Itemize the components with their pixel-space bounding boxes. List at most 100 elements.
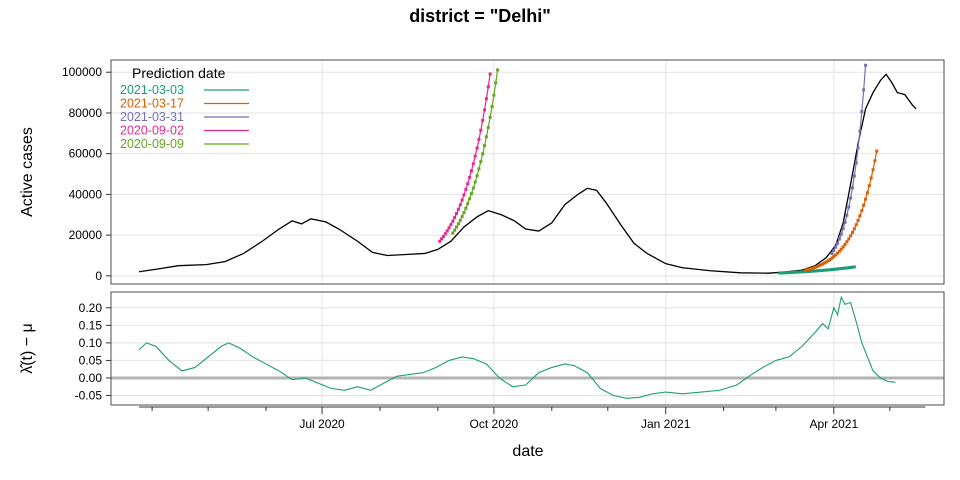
prediction-point <box>486 125 490 129</box>
prediction-point <box>494 81 498 85</box>
prediction-2021-03-03 <box>778 265 856 275</box>
prediction-point <box>819 263 823 267</box>
prediction-point <box>456 222 460 226</box>
legend-title: Prediction date <box>132 65 226 81</box>
prediction-point <box>490 105 494 109</box>
prediction-2021-03-31 <box>830 63 868 255</box>
prediction-point <box>443 232 447 236</box>
prediction-point <box>441 234 445 238</box>
prediction-point <box>800 270 804 274</box>
prediction-point <box>785 271 789 275</box>
prediction-point <box>813 269 817 273</box>
prediction-point <box>832 267 836 271</box>
prediction-point <box>791 270 795 274</box>
bottom-panel-frame <box>110 291 945 406</box>
x-tick-label: Jul 2020 <box>299 417 345 431</box>
prediction-point <box>865 191 869 195</box>
prediction-point <box>453 228 457 232</box>
y-axis-label-lambda: λ̂(t) − μ <box>19 323 36 374</box>
prediction-point <box>798 270 802 274</box>
prediction-point <box>458 218 462 222</box>
prediction-point <box>821 262 825 266</box>
prediction-point <box>462 193 466 197</box>
prediction-point <box>438 239 442 243</box>
bottom-series-group <box>111 295 944 399</box>
bot-ytick-label: 0.10 <box>79 336 103 350</box>
top-ytick-label: 0 <box>95 269 102 283</box>
top-ytick-label: 60000 <box>69 147 103 161</box>
prediction-point <box>824 260 828 264</box>
prediction-point <box>822 268 826 272</box>
prediction-point <box>787 271 791 275</box>
prediction-point <box>453 215 457 219</box>
prediction-point <box>445 229 449 233</box>
prediction-point <box>449 223 453 227</box>
prediction-point <box>466 182 470 186</box>
prediction-point <box>475 146 479 150</box>
prediction-line <box>831 65 867 254</box>
prediction-point <box>843 266 847 270</box>
legend: Prediction date 2021-03-032021-03-172021… <box>120 65 249 151</box>
top-gridlines <box>111 60 944 284</box>
legend-entry-label: 2020-09-02 <box>120 124 184 138</box>
prediction-point <box>793 270 797 274</box>
prediction-point <box>468 175 472 179</box>
panel-lambda: -0.05 0.00 0.05 0.10 0.15 0.20 λ̂(t) − μ <box>19 291 945 406</box>
prediction-point <box>839 247 843 251</box>
bottom-gridlines <box>111 292 944 405</box>
prediction-point <box>862 88 866 92</box>
prediction-point <box>455 225 459 229</box>
prediction-point <box>847 266 851 270</box>
prediction-point <box>471 162 475 166</box>
prediction-point <box>460 198 464 202</box>
panel-active-cases: 0 20000 40000 60000 80000 100000 Active cases… <box>19 59 945 285</box>
prediction-point <box>864 63 868 67</box>
prediction-point <box>479 160 483 164</box>
x-tick-label: Oct 2020 <box>470 417 519 431</box>
y-axis-label-active-cases: Active cases <box>19 127 36 217</box>
prediction-point <box>864 197 868 201</box>
prediction-point <box>867 184 871 188</box>
prediction-point <box>836 251 840 255</box>
legend-entry-label: 2021-03-17 <box>120 97 184 111</box>
prediction-point <box>447 226 451 230</box>
prediction-point <box>856 146 860 150</box>
prediction-point <box>483 144 487 148</box>
prediction-point <box>778 271 782 275</box>
prediction-point <box>808 269 812 273</box>
legend-entries: 2021-03-032021-03-172021-03-312020-09-02… <box>120 83 249 151</box>
prediction-point <box>806 269 810 273</box>
top-panel-frame <box>110 59 945 285</box>
prediction-point <box>469 192 473 196</box>
prediction-point <box>789 270 793 274</box>
prediction-point <box>473 180 477 184</box>
prediction-point <box>841 266 845 270</box>
prediction-2020-09-09 <box>451 68 500 235</box>
bot-ytick-label: -0.05 <box>75 389 103 403</box>
prediction-point <box>871 168 875 172</box>
prediction-point <box>837 237 841 241</box>
top-ytick-label: 40000 <box>69 187 103 201</box>
prediction-point <box>471 186 475 190</box>
top-ytick-label: 80000 <box>69 106 103 120</box>
prediction-point <box>781 271 785 275</box>
prediction-point <box>468 197 472 201</box>
bot-ytick-label: 0.15 <box>79 318 103 332</box>
observed-active-cases-line <box>138 73 917 274</box>
prediction-point <box>484 135 488 139</box>
prediction-point <box>847 237 851 241</box>
bot-ytick-label: 0.05 <box>79 353 103 367</box>
prediction-point <box>809 267 813 271</box>
prediction-point <box>466 202 470 206</box>
top-y-axis: 0 20000 40000 60000 80000 100000 <box>62 65 111 283</box>
x-axis-label: date <box>512 443 543 460</box>
prediction-point <box>492 93 496 97</box>
top-series-group <box>138 63 917 275</box>
prediction-point <box>845 213 849 217</box>
prediction-point <box>826 268 830 272</box>
prediction-point <box>455 212 459 216</box>
legend-entry-label: 2021-03-31 <box>120 110 184 124</box>
prediction-point <box>847 205 851 209</box>
prediction-point <box>802 270 806 274</box>
